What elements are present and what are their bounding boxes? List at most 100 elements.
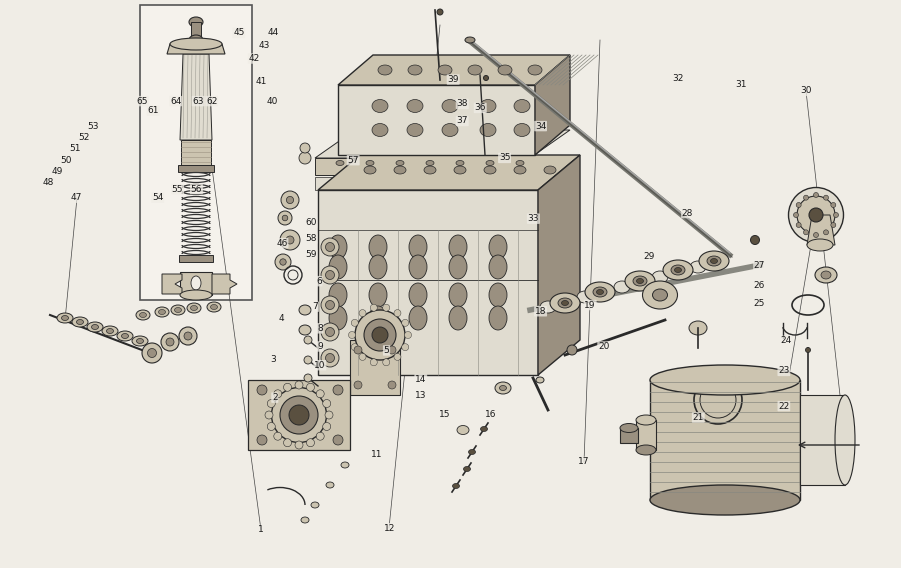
Ellipse shape (650, 485, 800, 515)
Ellipse shape (544, 166, 556, 174)
Ellipse shape (689, 321, 707, 335)
Ellipse shape (372, 327, 388, 343)
Ellipse shape (409, 306, 427, 330)
Text: 50: 50 (60, 156, 71, 165)
Text: 39: 39 (448, 75, 459, 84)
Polygon shape (315, 177, 530, 190)
Ellipse shape (364, 166, 376, 174)
Ellipse shape (170, 38, 222, 50)
Ellipse shape (383, 304, 390, 311)
Polygon shape (338, 85, 535, 155)
Ellipse shape (142, 343, 162, 363)
Ellipse shape (642, 281, 678, 309)
Ellipse shape (355, 310, 405, 360)
Text: 48: 48 (42, 178, 53, 187)
Ellipse shape (514, 123, 530, 136)
Ellipse shape (191, 276, 201, 290)
Ellipse shape (449, 283, 467, 307)
Text: 55: 55 (172, 185, 183, 194)
Text: 40: 40 (267, 97, 278, 106)
Ellipse shape (405, 332, 412, 339)
Ellipse shape (364, 319, 396, 351)
Text: 38: 38 (457, 99, 468, 108)
Ellipse shape (271, 387, 326, 442)
Ellipse shape (61, 315, 68, 320)
Polygon shape (162, 274, 182, 294)
Ellipse shape (663, 260, 693, 280)
Ellipse shape (325, 353, 334, 362)
Polygon shape (167, 44, 225, 54)
Ellipse shape (148, 349, 157, 357)
Ellipse shape (614, 281, 630, 293)
Ellipse shape (366, 161, 374, 165)
Ellipse shape (567, 345, 577, 355)
Ellipse shape (424, 166, 436, 174)
Ellipse shape (489, 283, 507, 307)
Ellipse shape (278, 211, 292, 225)
Ellipse shape (136, 310, 150, 320)
Ellipse shape (671, 265, 685, 275)
Ellipse shape (325, 300, 334, 310)
Text: 60: 60 (305, 218, 316, 227)
Text: 19: 19 (585, 300, 596, 310)
Polygon shape (538, 155, 580, 375)
Ellipse shape (304, 374, 312, 382)
Text: 23: 23 (778, 366, 789, 375)
Ellipse shape (480, 99, 496, 112)
Ellipse shape (372, 99, 388, 112)
Ellipse shape (561, 300, 569, 306)
Text: 51: 51 (69, 144, 80, 153)
Ellipse shape (336, 161, 344, 165)
Ellipse shape (407, 99, 423, 112)
Text: 59: 59 (305, 250, 316, 259)
Ellipse shape (650, 365, 800, 395)
Text: 7: 7 (313, 302, 318, 311)
Ellipse shape (275, 254, 291, 270)
Polygon shape (650, 380, 800, 500)
Text: 63: 63 (193, 97, 204, 106)
Text: 31: 31 (735, 80, 746, 89)
Ellipse shape (620, 424, 638, 432)
Ellipse shape (306, 438, 314, 446)
Ellipse shape (711, 258, 717, 264)
Ellipse shape (274, 390, 282, 398)
Ellipse shape (625, 271, 655, 291)
Ellipse shape (468, 65, 482, 75)
Polygon shape (338, 55, 570, 85)
Ellipse shape (304, 336, 312, 344)
Ellipse shape (456, 161, 464, 165)
Polygon shape (350, 340, 400, 395)
Bar (191, 22, 201, 40)
Text: 35: 35 (499, 153, 510, 162)
Text: 25: 25 (754, 299, 765, 308)
Ellipse shape (370, 359, 378, 366)
Ellipse shape (807, 239, 833, 251)
Ellipse shape (132, 336, 148, 346)
Ellipse shape (257, 385, 267, 395)
Ellipse shape (341, 462, 349, 468)
Ellipse shape (796, 223, 801, 228)
Ellipse shape (329, 306, 347, 330)
Ellipse shape (268, 399, 276, 407)
Ellipse shape (106, 328, 114, 333)
Text: 9: 9 (317, 342, 323, 351)
Ellipse shape (558, 298, 572, 308)
Text: 10: 10 (314, 361, 325, 370)
Ellipse shape (306, 383, 314, 391)
Text: 6: 6 (316, 277, 322, 286)
Ellipse shape (751, 236, 760, 244)
Ellipse shape (633, 276, 647, 286)
Text: 33: 33 (528, 214, 539, 223)
Text: 16: 16 (486, 410, 496, 419)
Ellipse shape (349, 332, 356, 339)
Ellipse shape (835, 395, 855, 485)
Ellipse shape (326, 482, 334, 488)
Ellipse shape (378, 65, 392, 75)
Text: 21: 21 (693, 413, 704, 422)
Ellipse shape (117, 331, 133, 341)
Text: 13: 13 (415, 391, 426, 400)
Text: 2: 2 (272, 393, 278, 402)
Ellipse shape (329, 235, 347, 259)
Ellipse shape (452, 483, 460, 488)
Ellipse shape (72, 317, 88, 327)
